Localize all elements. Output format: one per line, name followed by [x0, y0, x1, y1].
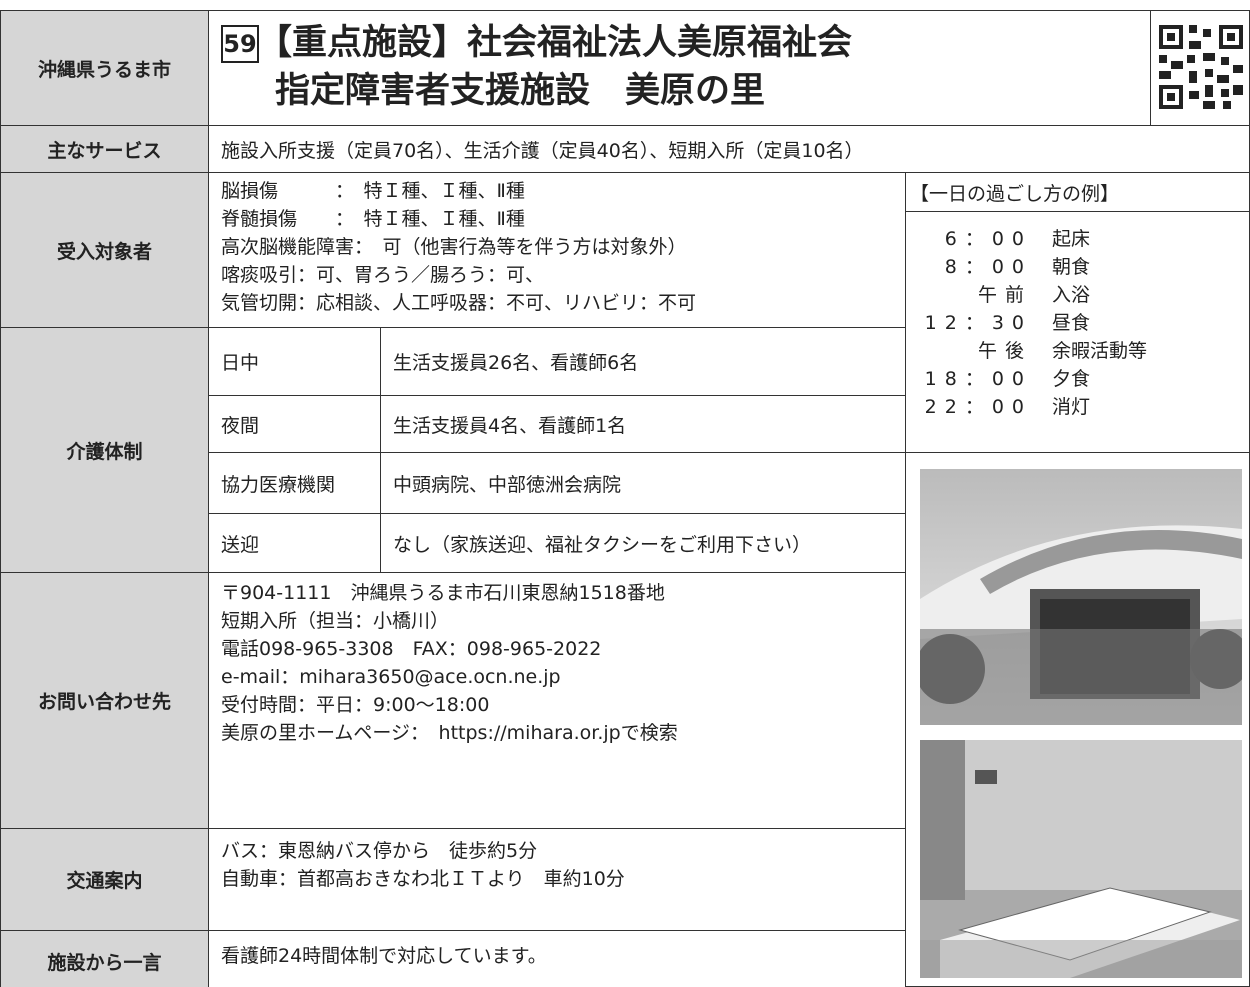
care-text: 中頭病院、中部徳洲会病院 — [380, 452, 906, 514]
photo-room — [920, 740, 1242, 978]
text-line: e-mail：mihara3650@ace.ocn.ne.jp — [221, 666, 561, 688]
care-sublabel: 日中 — [208, 327, 381, 396]
text-line: 脳損傷 ： 特Ｉ種、Ｉ種、Ⅱ種 — [221, 180, 525, 202]
text-line: 短期入所（担当：小橋川） — [221, 610, 450, 632]
message-label: 施設から一言 — [0, 930, 209, 987]
access-cell: バス：東恩納バス停から 徒歩約5分自動車：首都高おきなわ北ＩＴより 車約10分 — [208, 828, 906, 931]
text-line: 受付時間：平日：9:00～18:00 — [221, 694, 490, 716]
schedule-cell: 【一日の過ごし方の例】 6：00 起床 8：00 朝食 午前 入浴 12：30 昼食 午後 余暇活… — [905, 172, 1250, 453]
number: 59 — [221, 25, 259, 63]
text-line: 脊髄損傷 ： 特Ｉ種、Ｉ種、Ⅱ種 — [221, 208, 525, 230]
schedule-title: 【一日の過ごし方の例】 — [906, 177, 1250, 212]
schedule-activity: 入浴 — [1052, 284, 1091, 306]
photo-cell — [905, 452, 1250, 987]
services-text: 施設入所支援（定員70名）、生活介護（定員40名）、短期入所（定員10名） — [208, 125, 1250, 173]
care-sublabel: 送迎 — [208, 513, 381, 573]
schedule-time: 8：00 — [944, 256, 1032, 278]
location: 沖縄県うるま市 — [0, 10, 209, 126]
text-line: 高次脳機能障害： 可（他害行為等を伴う方は対象外） — [221, 236, 687, 258]
text-line: 美原の里ホームページ： https://mihara.or.jpで検索 — [221, 722, 678, 744]
schedule-time: 12：30 — [924, 312, 1032, 334]
contact-label: お問い合わせ先 — [0, 572, 209, 829]
eligibility-cell: 脳損傷 ： 特Ｉ種、Ｉ種、Ⅱ種 脊髄損傷 ： 特Ｉ種、Ｉ種、Ⅱ種高次脳機能障害： … — [208, 172, 906, 328]
qr-cell — [1150, 10, 1250, 126]
schedule-activity: 朝食 — [1052, 256, 1091, 278]
text-line: 電話098-965-3308 FAX：098-965-2022 — [221, 638, 602, 660]
access-label: 交通案内 — [0, 828, 209, 931]
qr-code — [1159, 25, 1243, 109]
care-text: 生活支援員26名、看護師6名 — [380, 327, 906, 396]
schedule-activity: 起床 — [1052, 228, 1091, 250]
schedule-activity: 余暇活動等 — [1052, 340, 1148, 362]
text-line: バス：東恩納バス停から 徒歩約5分 — [221, 840, 538, 862]
contact-cell: 〒904-1111 沖縄県うるま市石川東恩納1518番地 短期入所（担当：小橋川）… — [208, 572, 906, 829]
care-text: なし（家族送迎、福祉タクシーをご利用下さい） — [380, 513, 906, 573]
title-line: 指定障害者支援施設 美原の里 — [275, 71, 766, 111]
services-label: 主なサービス — [0, 125, 209, 173]
care-sublabel: 夜間 — [208, 395, 381, 453]
schedule-time: 午後 — [977, 340, 1032, 362]
schedule-activity: 消灯 — [1052, 396, 1091, 418]
schedule-time: 18：00 — [924, 368, 1032, 390]
title-line: 【重点施設】社会福祉法人美原福祉会 — [257, 23, 853, 63]
schedule-time: 午前 — [977, 284, 1032, 306]
care-sublabel: 協力医療機関 — [208, 452, 381, 514]
text-line: 自動車：首都高おきなわ北ＩＴより 車約10分 — [221, 868, 625, 890]
text-line: 喀痰吸引：可、胃ろう／腸ろう：可、 — [221, 264, 545, 286]
eligibility-label: 受入対象者 — [0, 172, 209, 328]
schedule-activity: 夕食 — [1052, 368, 1091, 390]
title-cell: 59 【重点施設】社会福祉法人美原福祉会 指定障害者支援施設 美原の里 — [208, 10, 1151, 126]
care-text: 生活支援員4名、看護師1名 — [380, 395, 906, 453]
message-text: 看護師24時間体制で対応しています。 — [208, 930, 906, 987]
schedule-time: 6：00 — [944, 228, 1032, 250]
text-line: 〒904-1111 沖縄県うるま市石川東恩納1518番地 — [221, 582, 665, 604]
photo-building — [920, 469, 1242, 725]
schedule-activity: 昼食 — [1052, 312, 1091, 334]
care-label: 介護体制 — [0, 327, 209, 573]
text-line: 気管切開：応相談、人工呼吸器：不可、リハビリ：不可 — [221, 292, 697, 314]
schedule-time: 22：00 — [924, 396, 1032, 418]
